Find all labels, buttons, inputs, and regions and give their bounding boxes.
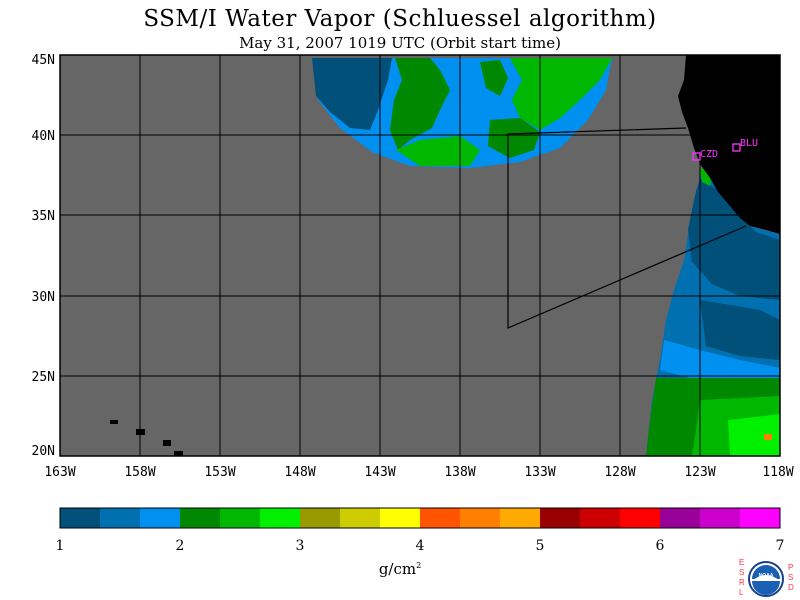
logo-letter: L [739, 588, 744, 597]
lat-label: 20N [32, 444, 55, 459]
station-marker-icon [692, 152, 701, 161]
lat-label: 35N [32, 209, 55, 224]
colorbar [60, 508, 781, 528]
colorbar-segment [100, 508, 141, 528]
lon-label: 123W [684, 465, 715, 480]
colorbar-segment [580, 508, 621, 528]
logo-letter: R [739, 578, 745, 587]
colorbar-segment [660, 508, 701, 528]
units-exponent: 2 [416, 561, 422, 570]
colorbar-frame [59, 507, 781, 529]
northern-swath [312, 58, 612, 168]
colorbar-segment [60, 508, 101, 528]
longitude-labels: 163W 158W 153W 148W 143W 138W 133W 128W … [44, 465, 793, 480]
colorbar-ticks: 1 2 3 4 5 6 7 [56, 538, 785, 554]
colorbar-units: g/cm2 [0, 560, 800, 578]
colorbar-segment [420, 508, 461, 528]
flight-track [507, 127, 747, 329]
graticule [60, 55, 780, 456]
colorbar-segment [460, 508, 501, 528]
lon-label: 138W [444, 465, 475, 480]
colorbar-segment [700, 508, 741, 528]
eastern-swath [646, 168, 780, 456]
land-mass [678, 55, 780, 234]
colorbar-tick-label: 3 [296, 538, 305, 554]
lon-label: 153W [204, 465, 235, 480]
colorbar-tick-label: 7 [776, 538, 785, 554]
latitude-labels: 45N 40N 35N 30N 25N 20N [32, 53, 55, 459]
colorbar-segment [260, 508, 301, 528]
colorbar-tick-label: 5 [536, 538, 545, 554]
map-title: SSM/I Water Vapor (Schluessel algorithm) [143, 6, 657, 32]
lon-label: 133W [524, 465, 555, 480]
colorbar-tick-label: 2 [176, 538, 185, 554]
colorbar-segment [300, 508, 341, 528]
colorbar-tick-label: 1 [56, 538, 65, 554]
colorbar-segment [620, 508, 661, 528]
lon-label: 143W [364, 465, 395, 480]
station-blu[interactable]: BLU [732, 138, 758, 152]
lon-label: 148W [284, 465, 315, 480]
colorbar-segment [380, 508, 421, 528]
lat-label: 25N [32, 370, 55, 385]
logo-letter: S [739, 568, 744, 577]
colorbar-segment [220, 508, 261, 528]
lat-label: 45N [32, 53, 55, 68]
lon-label: 158W [124, 465, 155, 480]
colorbar-segment [740, 508, 781, 528]
logo-text: NOAA [759, 573, 774, 579]
colorbar-segment [140, 508, 181, 528]
colorbar-segment [540, 508, 581, 528]
logo-letter: D [788, 583, 794, 592]
map-frame [59, 54, 781, 457]
logo-letter: E [739, 558, 744, 567]
map-subtitle: May 31, 2007 1019 UTC (Orbit start time) [239, 34, 561, 52]
station-marker-icon [732, 143, 741, 152]
station-label: BLU [740, 138, 758, 149]
lat-label: 40N [32, 129, 55, 144]
colorbar-segment [500, 508, 541, 528]
map-panel: CZD BLU [59, 54, 781, 457]
colorbar-tick-label: 4 [416, 538, 425, 554]
station-label: CZD [700, 149, 718, 160]
units-base: g/cm [378, 560, 417, 578]
lon-label: 163W [44, 465, 75, 480]
noaa-logo-icon: E S R L P S D NOAA [739, 558, 794, 597]
station-czd[interactable]: CZD [692, 149, 718, 161]
colorbar-tick-label: 6 [656, 538, 665, 554]
lon-label: 118W [762, 465, 793, 480]
colorbar-segment [340, 508, 381, 528]
logo-letter: S [788, 573, 793, 582]
logo-letter: P [788, 563, 793, 572]
colorbar-segment [180, 508, 221, 528]
lon-label: 128W [604, 465, 635, 480]
lat-label: 30N [32, 290, 55, 305]
